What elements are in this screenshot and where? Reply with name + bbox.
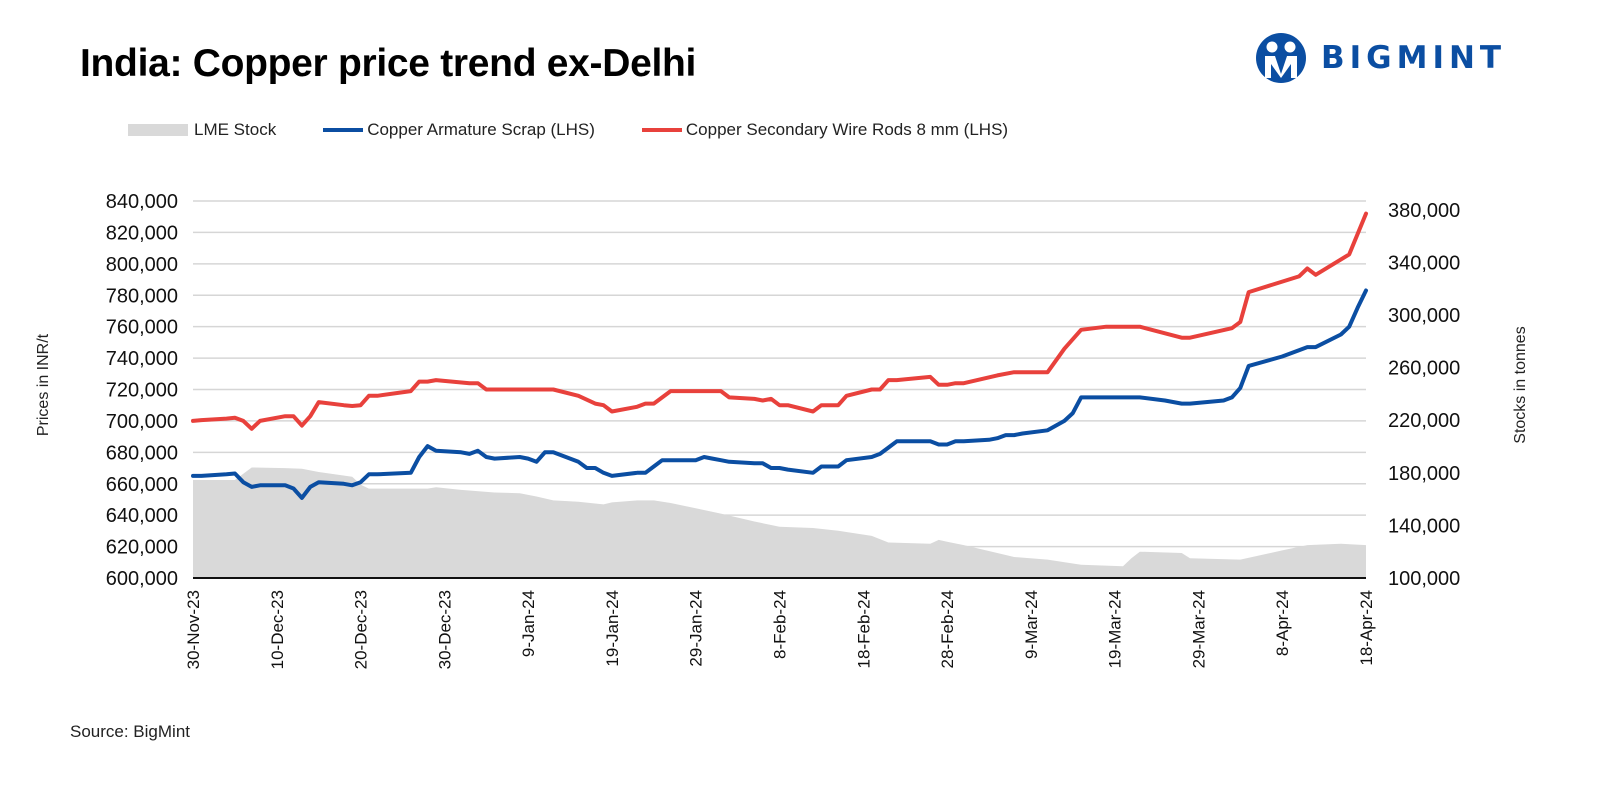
y-axis-label-left: Prices in INR/t	[35, 333, 52, 436]
x-tick-label: 30-Dec-23	[435, 590, 454, 669]
source-note: Source: BigMint	[70, 722, 190, 741]
y-tick-label-right: 100,000	[1388, 568, 1460, 590]
legend-label: LME Stock	[194, 120, 277, 139]
y-tick-label-right: 180,000	[1388, 463, 1460, 485]
legend-item-lme-stock: LME Stock	[128, 120, 276, 140]
x-tick-label: 20-Dec-23	[352, 590, 371, 669]
legend-item-armature-scrap: Copper Armature Scrap (LHS)	[323, 120, 595, 140]
armature-scrap-line	[191, 288, 1368, 500]
y-tick-label-right: 340,000	[1388, 252, 1460, 274]
x-tick-label: 29-Jan-24	[687, 590, 706, 667]
y-tick-label-left: 620,000	[106, 537, 178, 559]
y-tick-label-left: 720,000	[106, 380, 178, 402]
y-tick-label-left: 840,000	[106, 191, 178, 213]
x-tick-label: 19-Mar-24	[1106, 590, 1125, 668]
y-tick-label-right: 380,000	[1388, 200, 1460, 222]
bigmint-logo-icon	[1256, 33, 1306, 83]
lme-stock-area	[193, 467, 1366, 578]
y-tick-label-left: 700,000	[106, 411, 178, 433]
y-tick-label-left: 600,000	[106, 568, 178, 590]
y-tick-label-right: 220,000	[1388, 410, 1460, 432]
y-tick-label-left: 640,000	[106, 505, 178, 527]
x-tick-label: 30-Nov-23	[184, 590, 203, 669]
wire-rods-line	[191, 211, 1368, 431]
logo-text: BIGMINT	[1321, 40, 1507, 76]
bigmint-logo: BIGMINT	[1255, 32, 1506, 84]
x-tick-label: 10-Dec-23	[268, 590, 287, 669]
legend-label: Copper Secondary Wire Rods 8 mm (LHS)	[685, 120, 1009, 139]
y-tick-label-right: 140,000	[1388, 515, 1460, 537]
y-axis-label-right: Stocks in tonnes	[1512, 326, 1529, 443]
legend-swatch-lme	[128, 124, 188, 136]
chart-title: India: Copper price trend ex-Delhi	[80, 42, 697, 85]
x-tick-label: 18-Apr-24	[1357, 590, 1376, 666]
y-tick-label-right: 300,000	[1388, 305, 1460, 327]
y-tick-label-left: 780,000	[106, 285, 178, 307]
x-tick-label: 19-Jan-24	[603, 590, 622, 667]
legend: LME Stock Copper Armature Scrap (LHS) Co…	[128, 120, 1055, 140]
legend-label: Copper Armature Scrap (LHS)	[367, 120, 595, 139]
y-tick-label-left: 740,000	[106, 348, 178, 370]
y-tick-label-left: 800,000	[106, 254, 178, 276]
y-tick-label-left: 680,000	[106, 442, 178, 464]
x-tick-label: 9-Mar-24	[1022, 590, 1041, 659]
x-tick-label: 8-Apr-24	[1273, 590, 1292, 656]
y-tick-label-left: 660,000	[106, 474, 178, 496]
x-tick-label: 9-Jan-24	[519, 590, 538, 657]
legend-swatch-armature	[323, 128, 364, 132]
x-tick-label: 29-Mar-24	[1189, 590, 1208, 668]
y-tick-label-right: 260,000	[1388, 358, 1460, 380]
x-tick-label: 18-Feb-24	[854, 590, 873, 668]
legend-item-wire-rods: Copper Secondary Wire Rods 8 mm (LHS)	[641, 120, 1009, 140]
y-tick-label-left: 820,000	[106, 222, 178, 244]
x-tick-label: 28-Feb-24	[938, 590, 957, 668]
y-tick-label-left: 760,000	[106, 317, 178, 339]
legend-swatch-wire-rods	[641, 128, 682, 132]
x-tick-label: 8-Feb-24	[771, 590, 790, 659]
